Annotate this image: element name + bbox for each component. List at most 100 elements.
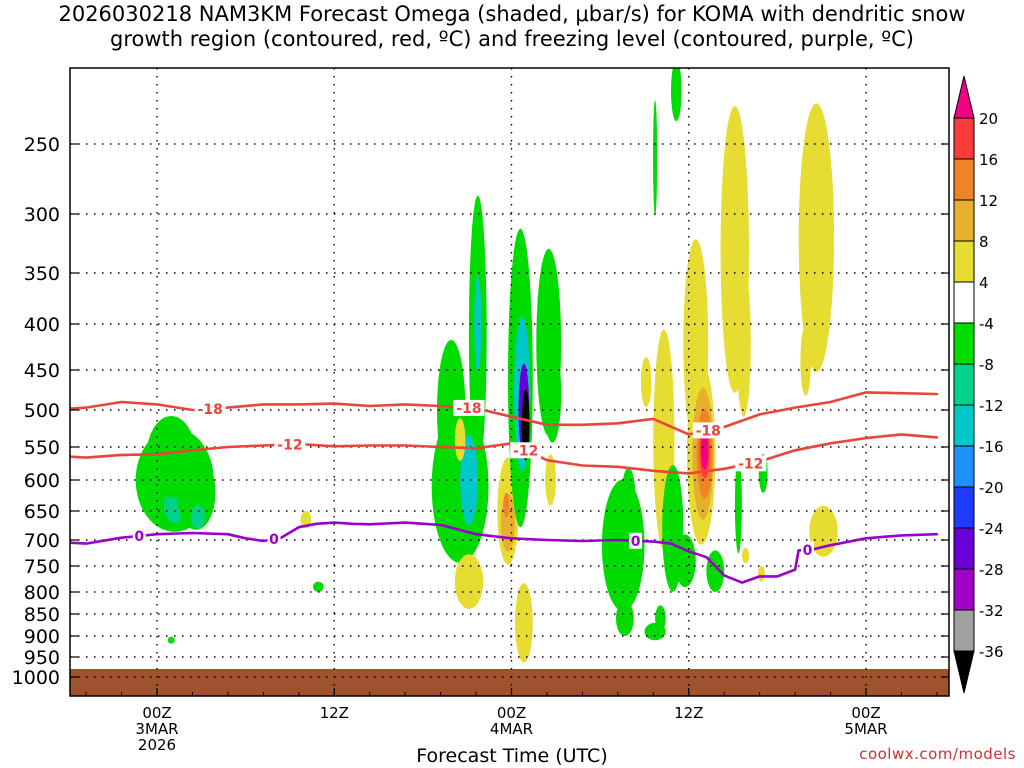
omega-colorbar: -36 -32 -28 -24 -20 -16 -12 -8 -4 4 8 12 16 20 — [953, 75, 1004, 694]
omega-region — [734, 456, 742, 554]
omega-region — [640, 357, 652, 407]
contour-label-bg — [735, 455, 767, 472]
temperature-contours: -18 -12 0 -18 -12 -18 -12 0 0 0 — [70, 391, 939, 584]
contour-label: -18 — [198, 402, 223, 418]
colorbar-label: -20 — [979, 479, 1004, 497]
contour-label: 0 — [631, 534, 641, 550]
omega-region — [800, 325, 811, 396]
contour-label: -12 — [738, 456, 763, 472]
omega-region — [190, 505, 205, 529]
colorbar-label: 16 — [979, 151, 998, 169]
contour-label-bg — [510, 442, 542, 459]
contour-line-0 — [70, 521, 939, 584]
ytick-label-650: 650 — [24, 501, 60, 523]
chart-title: 2026030218 NAM3KM Forecast Omega (shaded… — [0, 2, 1024, 52]
colorbar-top-arrow — [953, 75, 975, 119]
pressure-gridlines — [70, 68, 949, 696]
contour-label-bg — [692, 422, 724, 439]
colorbar-band — [953, 363, 975, 406]
colorbar-band — [953, 158, 975, 201]
colorbar-band — [953, 486, 975, 529]
xtick-label-3-0: 12Z — [674, 704, 703, 722]
colorbar-label: -4 — [979, 315, 994, 333]
omega-region — [454, 554, 484, 609]
ytick-label-600: 600 — [24, 470, 60, 492]
contour-label-bg — [453, 399, 485, 416]
xtick-label-0-2: 2026 — [138, 736, 176, 754]
omega-region — [503, 492, 509, 517]
pressure-axis: 2503003504004505005506006507007508008509… — [12, 134, 949, 689]
colorbar-label: -32 — [979, 602, 1004, 620]
x-axis-label: Forecast Time (UTC) — [416, 745, 608, 767]
omega-region — [474, 275, 482, 373]
colorbar-band — [953, 445, 975, 488]
omega-region — [524, 623, 531, 658]
ytick-label-700: 700 — [24, 530, 60, 552]
colorbar-label: 8 — [979, 233, 989, 251]
omega-region — [655, 605, 666, 632]
colorbar-band — [953, 322, 975, 365]
omega-region — [742, 547, 749, 564]
omega-region — [671, 68, 682, 122]
colorbar-band — [953, 199, 975, 242]
contour-label: 0 — [803, 543, 813, 559]
colorbar-label: 20 — [979, 110, 998, 128]
ytick-label-750: 750 — [24, 556, 60, 578]
plot-frame — [69, 67, 950, 697]
xtick-label-2-0: 00Z — [497, 704, 526, 722]
chart-title-line1: 2026030218 NAM3KM Forecast Omega (shaded… — [58, 2, 966, 26]
contour-label: 0 — [134, 529, 144, 545]
colorbar-label: -36 — [979, 643, 1004, 661]
contour-label-bg — [132, 527, 146, 544]
colorbar-band — [953, 527, 975, 570]
xtick-label-2-1: 4MAR — [490, 720, 533, 738]
omega-region — [313, 581, 324, 592]
contour-line--12 — [70, 433, 939, 475]
colorbar-label: -16 — [979, 438, 1004, 456]
ytick-label-550: 550 — [24, 437, 60, 459]
contour-label-bg — [801, 541, 815, 558]
source-credit: coolwx.com/models — [859, 745, 1016, 763]
xtick-label-4-0: 00Z — [851, 704, 880, 722]
colorbar-label: -28 — [979, 561, 1004, 579]
colorbar-band — [953, 117, 975, 160]
ytick-label-950: 950 — [24, 647, 60, 669]
ytick-label-900: 900 — [24, 626, 60, 648]
xtick-label-1-0: 12Z — [320, 704, 349, 722]
colorbar-band — [953, 281, 975, 324]
omega-region — [701, 430, 709, 470]
ytick-label-450: 450 — [24, 360, 60, 382]
contour-label-bg — [629, 532, 643, 549]
omega-region — [621, 467, 636, 530]
omega-region — [543, 345, 562, 443]
omega-region — [616, 600, 634, 637]
contour-label: -12 — [277, 437, 302, 453]
contour-label-bg — [267, 531, 281, 548]
omega-region — [167, 636, 175, 644]
omega-region — [674, 534, 696, 588]
colorbar-bottom-arrow — [953, 650, 975, 694]
contour-label: -18 — [456, 401, 481, 417]
omega-region — [653, 100, 658, 216]
colorbar-band — [953, 404, 975, 447]
colorbar-label: -12 — [979, 397, 1004, 415]
colorbar-label: -8 — [979, 356, 994, 374]
contour-label: -18 — [696, 423, 721, 439]
colorbar-label: -24 — [979, 520, 1004, 538]
omega-region — [757, 566, 765, 582]
ground-layer — [70, 669, 949, 696]
ytick-label-400: 400 — [24, 314, 60, 336]
ytick-label-850: 850 — [24, 604, 60, 626]
colorbar-band — [953, 240, 975, 283]
ytick-label-350: 350 — [24, 263, 60, 285]
contour-label-bg — [194, 400, 226, 417]
omega-region — [798, 103, 835, 372]
ytick-label-500: 500 — [24, 400, 60, 422]
ytick-label-300: 300 — [24, 204, 60, 226]
omega-region — [176, 455, 216, 530]
colorbar-label: 12 — [979, 192, 998, 210]
ytick-label-1000: 1000 — [12, 667, 60, 689]
contour-label: -12 — [513, 443, 538, 459]
